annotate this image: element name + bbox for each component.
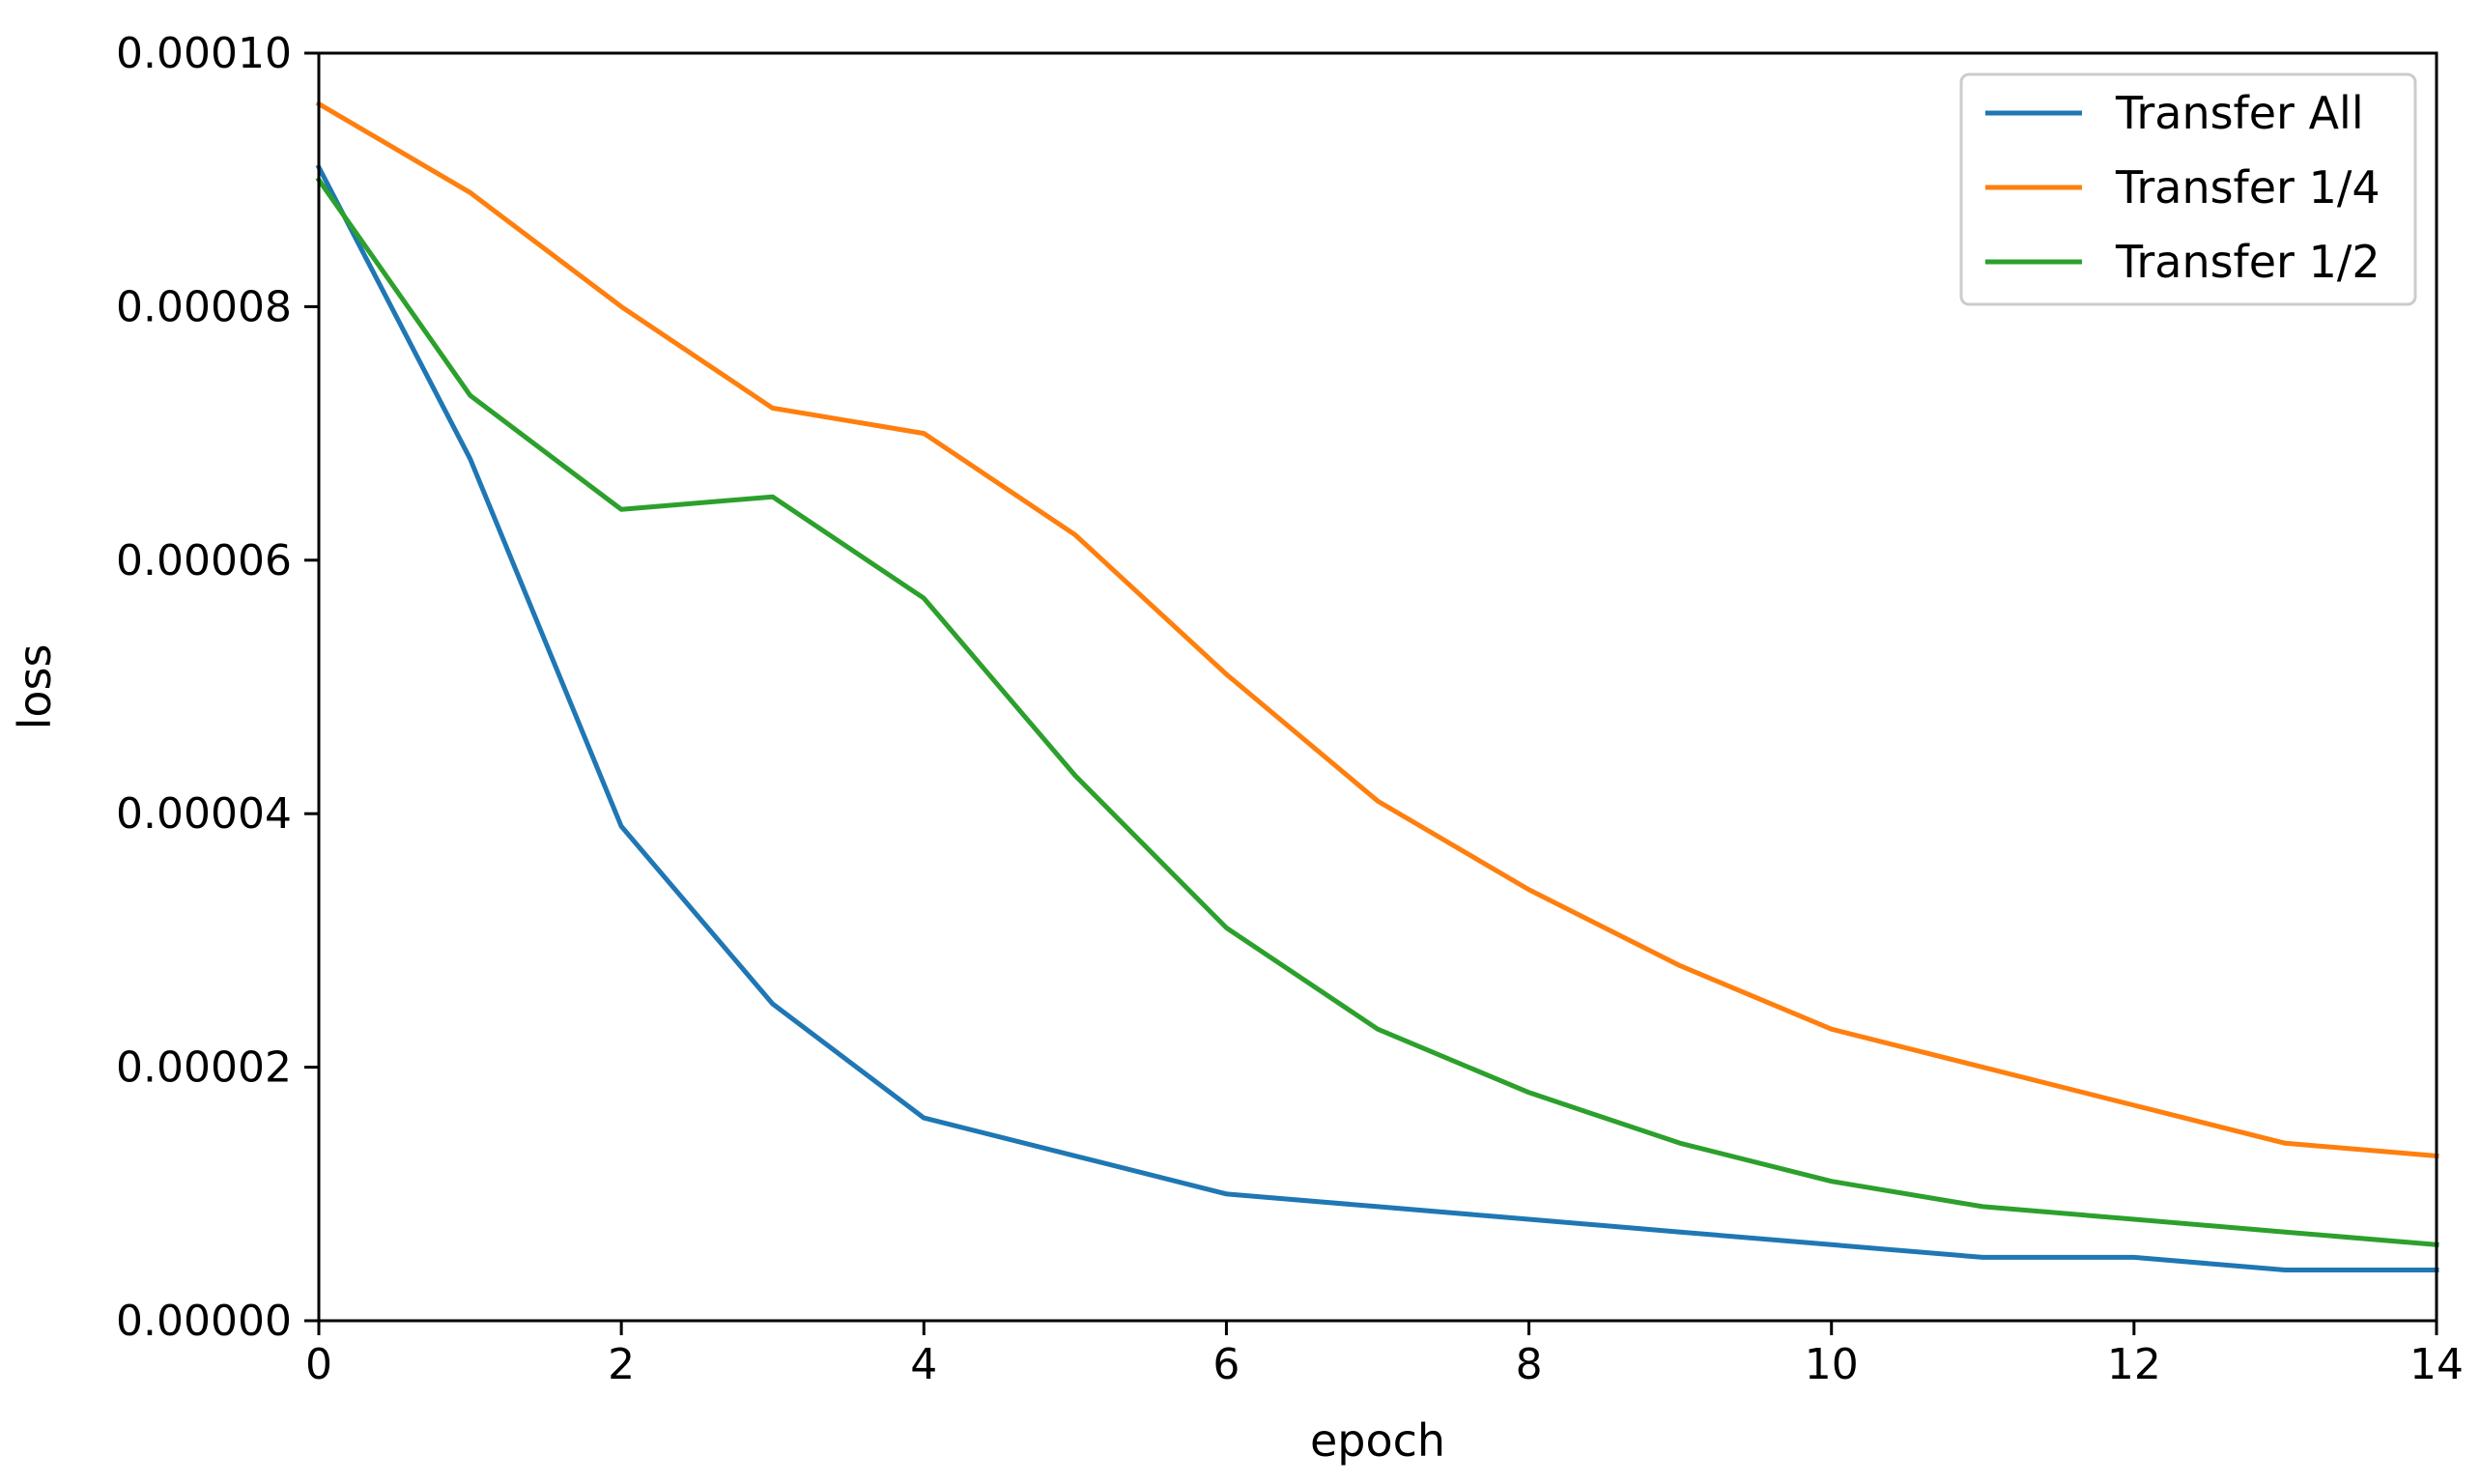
y-tick-label: 0.00002	[116, 1043, 292, 1093]
series-line-transfer-all	[315, 163, 2439, 1272]
legend-label-transfer-1-4: Transfer 1/4	[2115, 161, 2380, 214]
y-tick-label: 0.00006	[116, 536, 292, 585]
x-tick-label: 6	[1212, 1340, 1240, 1389]
x-tick-label: 10	[1805, 1340, 1859, 1389]
legend-frame	[1959, 72, 2417, 306]
legend: Transfer All Transfer 1/4 Transfer 1/2	[1959, 72, 2417, 306]
y-tick-label: 0.00008	[116, 282, 292, 331]
legend-label-transfer-1-2: Transfer 1/2	[2115, 236, 2380, 288]
x-tick-label: 2	[608, 1340, 635, 1389]
x-tick-label: 4	[910, 1340, 937, 1389]
legend-label-transfer-all: Transfer All	[2115, 87, 2364, 139]
x-tick-label: 14	[2409, 1340, 2464, 1389]
x-axis-ticks: 0 2 4 6 8 10 12 14	[305, 1321, 2464, 1389]
series-line-transfer-1-4	[315, 100, 2439, 1159]
y-tick-label: 0.00004	[116, 789, 292, 839]
x-axis-label: epoch	[1310, 1414, 1445, 1467]
y-axis-ticks: 0.00000 0.00002 0.00004 0.00006 0.00008 0.000…	[116, 29, 319, 1346]
plot-area	[315, 100, 2439, 1272]
axes-frame	[317, 51, 2438, 1323]
y-tick-label: 0.00000	[116, 1297, 292, 1346]
y-tick-label: 0.00010	[116, 29, 292, 78]
x-tick-label: 0	[305, 1340, 332, 1389]
y-axis-label: loss	[9, 644, 61, 730]
x-tick-label: 12	[2107, 1340, 2161, 1389]
series-line-transfer-1-2	[315, 176, 2439, 1247]
x-tick-label: 8	[1516, 1340, 1543, 1389]
